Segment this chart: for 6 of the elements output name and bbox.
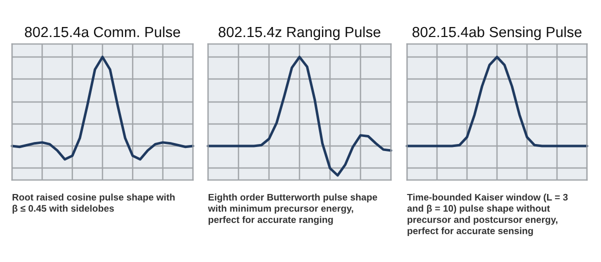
chart-title: 802.15.4z Ranging Pulse bbox=[218, 26, 380, 40]
chart-title: 802.15.4a Comm. Pulse bbox=[24, 26, 180, 38]
text: Time-bounded Kaiser window (L = 3 and β = 10) pulse shape without precursor and postcursor energy, perfect for accurate sensing bbox=[407, 194, 568, 236]
text: Root raised cosine pulse shape with β ≤ 0.45 with sidelobes bbox=[12, 194, 175, 214]
chart-title: 802.15.4ab Sensing Pulse bbox=[412, 26, 582, 40]
text: Eighth order Butterworth pulse shape with minimum precursor energy, perfect for accurate ranging bbox=[208, 194, 378, 225]
